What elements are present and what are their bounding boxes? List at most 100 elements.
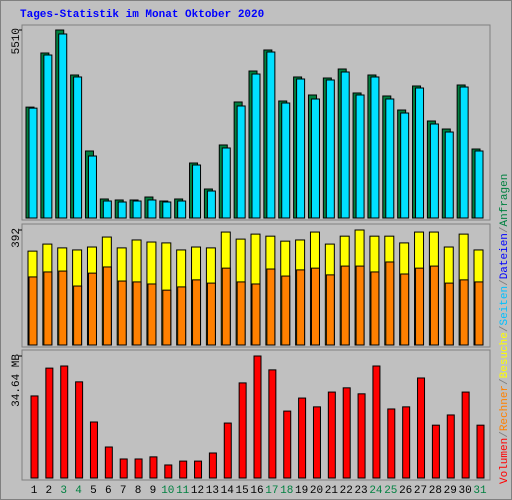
bar bbox=[357, 393, 366, 479]
x-tick-label: 4 bbox=[75, 485, 82, 497]
x-tick-label: 10 bbox=[161, 485, 174, 497]
x-tick-label: 28 bbox=[429, 485, 442, 497]
x-tick-label: 18 bbox=[280, 485, 293, 497]
bar bbox=[431, 424, 440, 479]
bar bbox=[251, 283, 261, 346]
x-tick-label: 24 bbox=[369, 485, 383, 497]
bar bbox=[223, 422, 232, 479]
bar bbox=[58, 33, 68, 219]
x-tick-label: 30 bbox=[459, 485, 472, 497]
bar bbox=[206, 190, 216, 219]
bar bbox=[192, 279, 202, 346]
bar bbox=[342, 387, 351, 479]
bar bbox=[30, 395, 39, 479]
bar bbox=[417, 377, 426, 479]
bar bbox=[340, 265, 350, 346]
chart-title: Tages-Statistik im Monat Oktober 2020 bbox=[20, 9, 264, 21]
bar bbox=[296, 78, 306, 219]
bar bbox=[283, 410, 292, 479]
bar bbox=[238, 382, 247, 479]
bar bbox=[119, 458, 128, 479]
legend-separator: / bbox=[499, 326, 511, 333]
bar bbox=[102, 266, 112, 346]
bar bbox=[147, 199, 157, 219]
bar bbox=[102, 200, 112, 219]
bar bbox=[75, 381, 84, 479]
bar bbox=[310, 267, 320, 346]
bar bbox=[400, 112, 410, 219]
bar bbox=[474, 281, 484, 346]
bar bbox=[461, 391, 470, 479]
bar bbox=[236, 281, 246, 346]
legend-separator: / bbox=[499, 431, 511, 438]
bar bbox=[87, 155, 97, 219]
bar bbox=[132, 281, 142, 346]
bar bbox=[370, 271, 380, 346]
bar bbox=[221, 147, 231, 219]
legend-entry: Rechner bbox=[499, 385, 511, 431]
bar bbox=[459, 86, 469, 219]
x-tick-label: 19 bbox=[295, 485, 308, 497]
x-tick-label: 7 bbox=[120, 485, 127, 497]
x-tick-label: 14 bbox=[221, 485, 235, 497]
bar bbox=[415, 87, 425, 219]
legend-entry: Seiten bbox=[499, 286, 511, 326]
x-tick-label: 6 bbox=[105, 485, 112, 497]
x-tick-label: 3 bbox=[60, 485, 67, 497]
bar bbox=[162, 289, 172, 346]
bar bbox=[372, 365, 381, 479]
bar bbox=[355, 265, 365, 346]
legend-separator: / bbox=[499, 226, 511, 233]
x-tick-label: 5 bbox=[90, 485, 97, 497]
bar bbox=[149, 456, 158, 479]
x-tick-label: 25 bbox=[384, 485, 397, 497]
bar bbox=[89, 421, 98, 479]
bar bbox=[208, 452, 217, 479]
legend: Volumen/Rechner/Besuche/Seiten/Dateien/A… bbox=[499, 174, 511, 484]
bar bbox=[134, 458, 143, 479]
bar bbox=[162, 201, 172, 219]
y-tick-label: 34.64 MB bbox=[11, 354, 23, 407]
bar bbox=[444, 131, 454, 219]
x-tick-label: 21 bbox=[325, 485, 339, 497]
bar bbox=[385, 98, 395, 219]
bar bbox=[206, 282, 216, 346]
bar bbox=[177, 286, 187, 346]
bar bbox=[194, 460, 203, 479]
x-tick-label: 16 bbox=[250, 485, 263, 497]
bar bbox=[221, 267, 231, 346]
bar bbox=[132, 200, 142, 219]
bar bbox=[310, 98, 320, 219]
x-tick-label: 8 bbox=[135, 485, 142, 497]
x-tick-label: 31 bbox=[473, 485, 487, 497]
bar bbox=[28, 276, 38, 346]
bar bbox=[340, 71, 350, 219]
bar bbox=[429, 123, 439, 219]
bar bbox=[281, 102, 291, 219]
bar bbox=[117, 280, 127, 346]
bar bbox=[325, 274, 335, 346]
bar bbox=[73, 285, 83, 346]
x-tick-label: 2 bbox=[46, 485, 53, 497]
x-tick-label: 23 bbox=[354, 485, 367, 497]
bar bbox=[45, 367, 54, 479]
bar bbox=[444, 282, 454, 346]
bar bbox=[164, 464, 173, 479]
x-tick-label: 9 bbox=[150, 485, 157, 497]
x-tick-label: 15 bbox=[236, 485, 249, 497]
bar bbox=[251, 73, 261, 219]
bar bbox=[236, 105, 246, 219]
bar bbox=[400, 273, 410, 346]
legend-separator: / bbox=[499, 279, 511, 286]
bar bbox=[402, 406, 411, 479]
bar bbox=[370, 76, 380, 219]
bar bbox=[179, 460, 188, 479]
bar bbox=[325, 79, 335, 219]
bar bbox=[281, 275, 291, 346]
x-tick-label: 20 bbox=[310, 485, 323, 497]
bar bbox=[459, 279, 469, 346]
bar bbox=[147, 283, 157, 346]
bar bbox=[474, 150, 484, 219]
x-tick-label: 11 bbox=[176, 485, 190, 497]
